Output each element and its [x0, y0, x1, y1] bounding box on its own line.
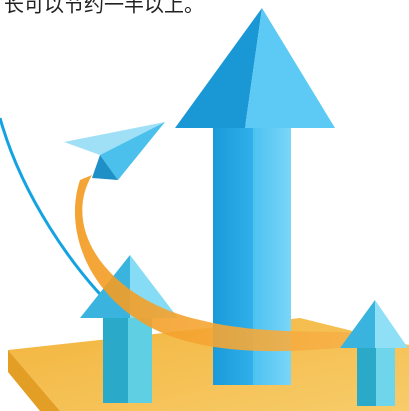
small-arrow-head	[340, 300, 375, 348]
small-arrow-shaft	[376, 346, 395, 406]
small-arrow-shaft	[128, 318, 152, 403]
platform-edge	[8, 350, 60, 411]
small-arrow-shaft	[357, 346, 376, 406]
paper-plane	[64, 122, 165, 155]
small-arrow-shaft	[103, 318, 128, 403]
big-arrow-head	[245, 8, 335, 128]
caption: 长可以节约一半以上。	[4, 0, 204, 17]
big-arrow-head	[175, 8, 262, 128]
paper-plane	[100, 122, 165, 180]
paper-plane	[92, 155, 118, 180]
orange-swoosh	[74, 175, 363, 352]
small-arrow-head	[375, 300, 408, 348]
